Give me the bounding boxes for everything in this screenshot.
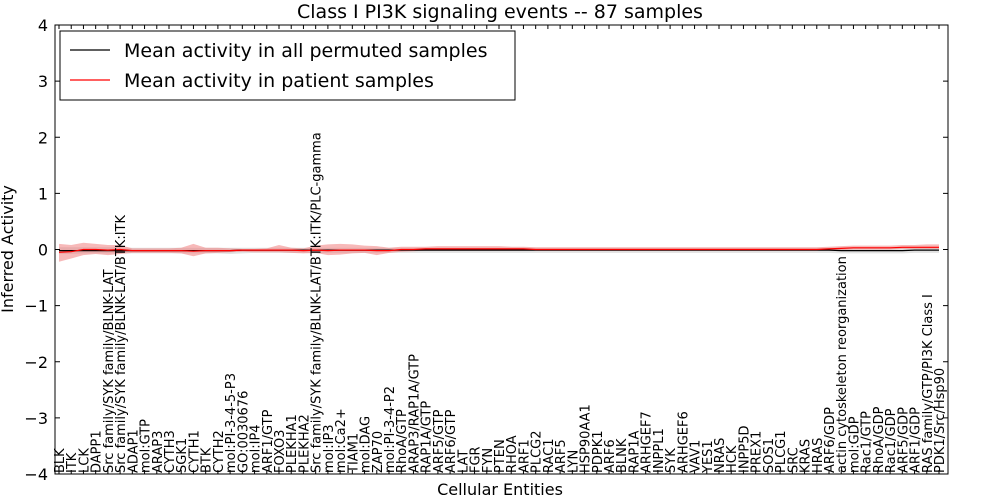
entity-label: mol:DAG <box>359 416 374 473</box>
entity-label: ARF6/GTP <box>444 409 459 473</box>
entity-label: mol:GTP <box>139 419 154 473</box>
entity-label: YES1 <box>701 440 716 474</box>
entity-label: HSP90AA1 <box>579 404 594 473</box>
entity-label: ARAP3 <box>151 431 166 473</box>
entity-label: PTEN <box>493 439 508 473</box>
entity-label: SRC <box>786 447 801 473</box>
entity-label: PDPK1 <box>591 431 606 474</box>
entity-label: RAP1A/GTP <box>420 401 435 473</box>
y-tick-label: 1 <box>38 184 48 203</box>
entity-label: RHOA <box>505 435 520 473</box>
y-tick-label: 3 <box>38 72 48 91</box>
entity-label: SYK <box>664 448 679 473</box>
entity-label: Rac1/GTP <box>860 411 875 473</box>
entity-label: Src family/SYK family/BLNK-LAT <box>102 269 117 473</box>
entity-label: BTK <box>200 447 215 473</box>
entity-label: LAT <box>456 450 471 473</box>
entity-label: mol:GDP <box>847 416 862 473</box>
entity-label: mol:PI-3-4-5-P3 <box>224 373 239 473</box>
entity-label: ARF6/GDP <box>823 407 838 473</box>
entity-label: ITK <box>65 452 80 473</box>
entity-label: HRAS <box>811 438 826 473</box>
patient-mean-line <box>58 246 939 253</box>
entity-label: mol:IP4 <box>249 424 264 473</box>
entity-label: PREX1 <box>750 431 765 473</box>
entity-label: ARF1/GTP <box>261 409 276 473</box>
entity-label: PDK1/Src/Hsp90 <box>933 368 948 473</box>
entity-label: FOXO3 <box>273 430 288 473</box>
legend-box <box>59 30 516 101</box>
entity-label: GO:0030676 <box>236 391 251 473</box>
entity-label: ARF5/GTP <box>432 409 447 473</box>
entity-label: FGR <box>469 446 484 473</box>
entity-label: ZAP70 <box>371 431 386 473</box>
entity-label: DAPP1 <box>90 430 105 473</box>
legend-label-permuted: Mean activity in all permuted samples <box>124 40 487 62</box>
entity-label: PLCG2 <box>530 430 545 473</box>
entity-label: BLK <box>53 448 68 473</box>
entity-label: PLEKHA1 <box>285 414 300 473</box>
entity-label: RAS family/GTP/PI3K Class I <box>921 294 936 473</box>
chart-title: Class I PI3K signaling events -- 87 samp… <box>297 1 703 23</box>
entity-label: PLCG1 <box>774 430 789 473</box>
entity-label: Src family/SYK family/BLNK-LAT/BTK:ITK <box>114 215 129 473</box>
entity-label: RhoA/GTP <box>395 409 410 473</box>
plot-frame <box>54 24 949 475</box>
y-tick-label: −1 <box>24 297 48 316</box>
entity-label: CYTH3 <box>163 430 178 473</box>
entity-label: SOS1 <box>762 438 777 473</box>
y-tick-label: −3 <box>24 409 48 428</box>
entity-label: CYTH1 <box>187 430 202 473</box>
entity-label: FYN <box>481 448 496 473</box>
y-tick-label: −4 <box>24 465 48 484</box>
y-tick-label: 4 <box>38 16 48 35</box>
entity-label: INPP5D <box>737 425 752 473</box>
entity-label: RAC1 <box>542 438 557 473</box>
entity-label: ARAP3/RAP1A/GTP <box>407 354 422 473</box>
legend: Mean activity in all permuted samples Me… <box>59 30 516 101</box>
y-axis-label: Inferred Activity <box>0 185 17 313</box>
entity-label: ARF1/GDP <box>909 407 924 473</box>
patient-sample-band <box>59 242 939 262</box>
entity-label: mol:Ca2+ <box>334 408 349 473</box>
entity-label: SGK1 <box>175 438 190 473</box>
entity-label: ARHGEF6 <box>676 411 691 473</box>
y-tick-label: 0 <box>38 241 48 260</box>
entity-label: Rac1/GDP <box>884 408 899 473</box>
entity-label: LYN <box>566 450 581 473</box>
x-axis-label: Cellular Entities <box>437 480 563 499</box>
entity-label: VAV1 <box>689 440 704 473</box>
entity-label: ARF5 <box>554 439 569 473</box>
entity-label: RhoA/GDP <box>872 406 887 473</box>
y-tick-label: −2 <box>24 353 48 372</box>
legend-label-patient: Mean activity in patient samples <box>124 70 434 92</box>
entity-label: PLEKHA2 <box>297 414 312 473</box>
entity-label: NRAS <box>713 438 728 473</box>
entity-label: INPPL1 <box>652 428 667 473</box>
entity-label: KRAS <box>799 439 814 473</box>
entity-label: BLNK <box>615 438 630 473</box>
entity-label: RAP1A <box>627 430 642 473</box>
entity-label: ARF1 <box>517 439 532 473</box>
entity-label: HCK <box>725 445 740 473</box>
entity-label: actin cytoskeleton reorganization <box>835 256 850 473</box>
entity-label: ARF5/GDP <box>896 407 911 473</box>
entity-label: ARF6 <box>603 439 618 473</box>
entity-label: ARHGEF7 <box>640 411 655 473</box>
entity-label: CYTH2 <box>212 430 227 473</box>
y-tick-label: 2 <box>38 128 48 147</box>
entity-label: mol:PI-3-4-P2 <box>383 386 398 473</box>
entity-label: mol:IP3 <box>322 424 337 473</box>
entity-label: LCK <box>77 448 92 473</box>
entity-label: TIAM1 <box>346 433 361 474</box>
entity-label: Src family/SYK family/BLNK-LAT/BTK:ITK/P… <box>310 132 325 473</box>
entity-label: ADAP1 <box>126 429 141 473</box>
